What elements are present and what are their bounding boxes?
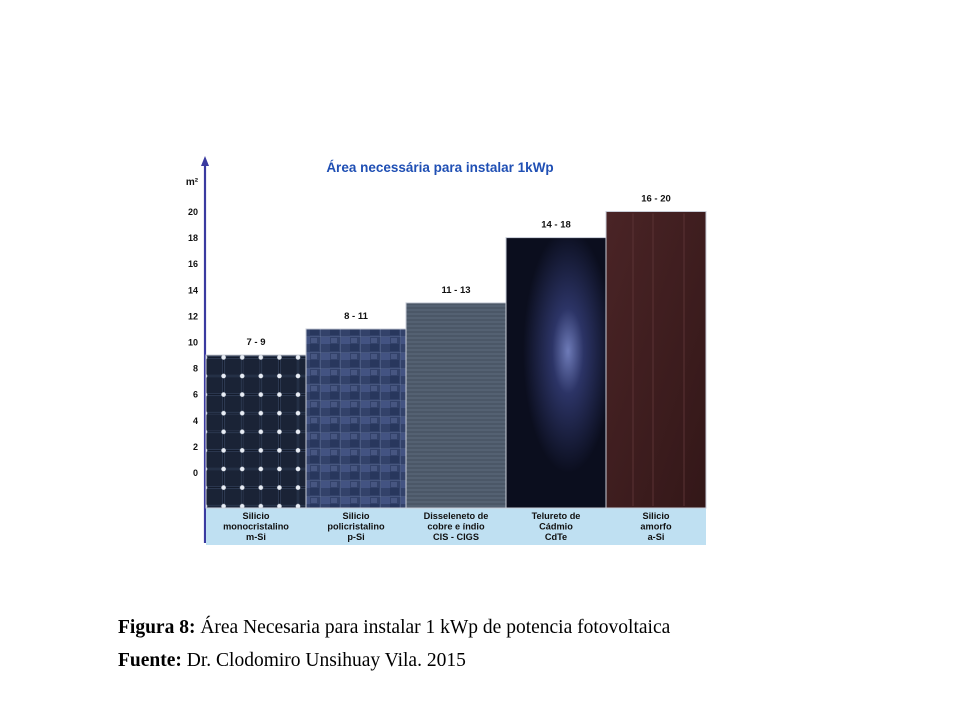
source-label: Fuente: [118,650,182,671]
figure-text: Área Necesaria para instalar 1 kWp de po… [195,617,671,638]
y-tick-label: 16 [188,259,198,269]
source-caption: Fuente: Dr. Clodomiro Unsihuay Vila. 201… [118,650,466,672]
category-label: CdTe [545,532,567,542]
category-label: policristalino [327,522,385,532]
y-axis: m² 0 2 4 6 8 10 12 14 16 18 20 [186,156,209,543]
y-tick-label: 12 [188,311,198,321]
figure-label: Figura 8: [118,617,196,638]
category-label: a-Si [648,532,665,542]
y-tick-label: 6 [193,390,198,400]
category-band [206,508,706,545]
figure-caption: Figura 8: Área Necesaria para instalar 1… [118,617,670,639]
y-tick-label: 20 [188,207,198,217]
bar [405,302,507,509]
y-axis-arrow [201,156,209,166]
category-labels-group: Siliciomonocristalinom-SiSiliciopolicris… [223,511,672,542]
range-label: 8 - 11 [344,311,368,322]
range-label: 14 - 18 [541,220,571,231]
y-tick-label: 2 [193,442,198,452]
y-axis-label: m² [186,177,199,188]
category-label: Cádmio [539,522,573,532]
source-text: Dr. Clodomiro Unsihuay Vila. 2015 [181,650,466,671]
bar [505,237,607,509]
range-label: 16 - 20 [641,194,671,205]
category-label: Silicio [642,511,669,521]
category-label: CIS - CIGS [433,532,479,542]
category-label: p-Si [347,532,364,542]
chart-title: Área necessária para instalar 1kWp [326,160,553,175]
category-label: monocristalino [223,522,289,532]
range-label: 7 - 9 [246,337,265,348]
y-tick-label: 0 [193,468,198,478]
category-label: m-Si [246,532,266,542]
bar-chart: Área necessária para instalar 1kWp m² 0 2 4… [186,156,707,545]
bars-group [205,211,707,509]
category-label: Silicio [342,511,369,521]
category-label: amorfo [640,522,672,532]
bar [205,354,307,509]
y-tick-label: 8 [193,364,198,374]
category-label: Telureto de [532,511,581,521]
bar [605,211,707,509]
y-tick-label: 18 [188,233,198,243]
range-labels-group: 7 - 9 8 - 11 11 - 13 14 - 18 16 - 20 [246,194,670,349]
category-label: cobre e índio [427,522,485,532]
bar [305,328,407,509]
y-tick-label: 4 [193,416,198,426]
category-label: Silicio [242,511,269,521]
category-band-rect [206,508,706,545]
y-tick-label: 14 [188,285,198,295]
category-label: Disseleneto de [424,511,489,521]
range-label: 11 - 13 [441,285,470,296]
y-tick-label: 10 [188,338,198,348]
